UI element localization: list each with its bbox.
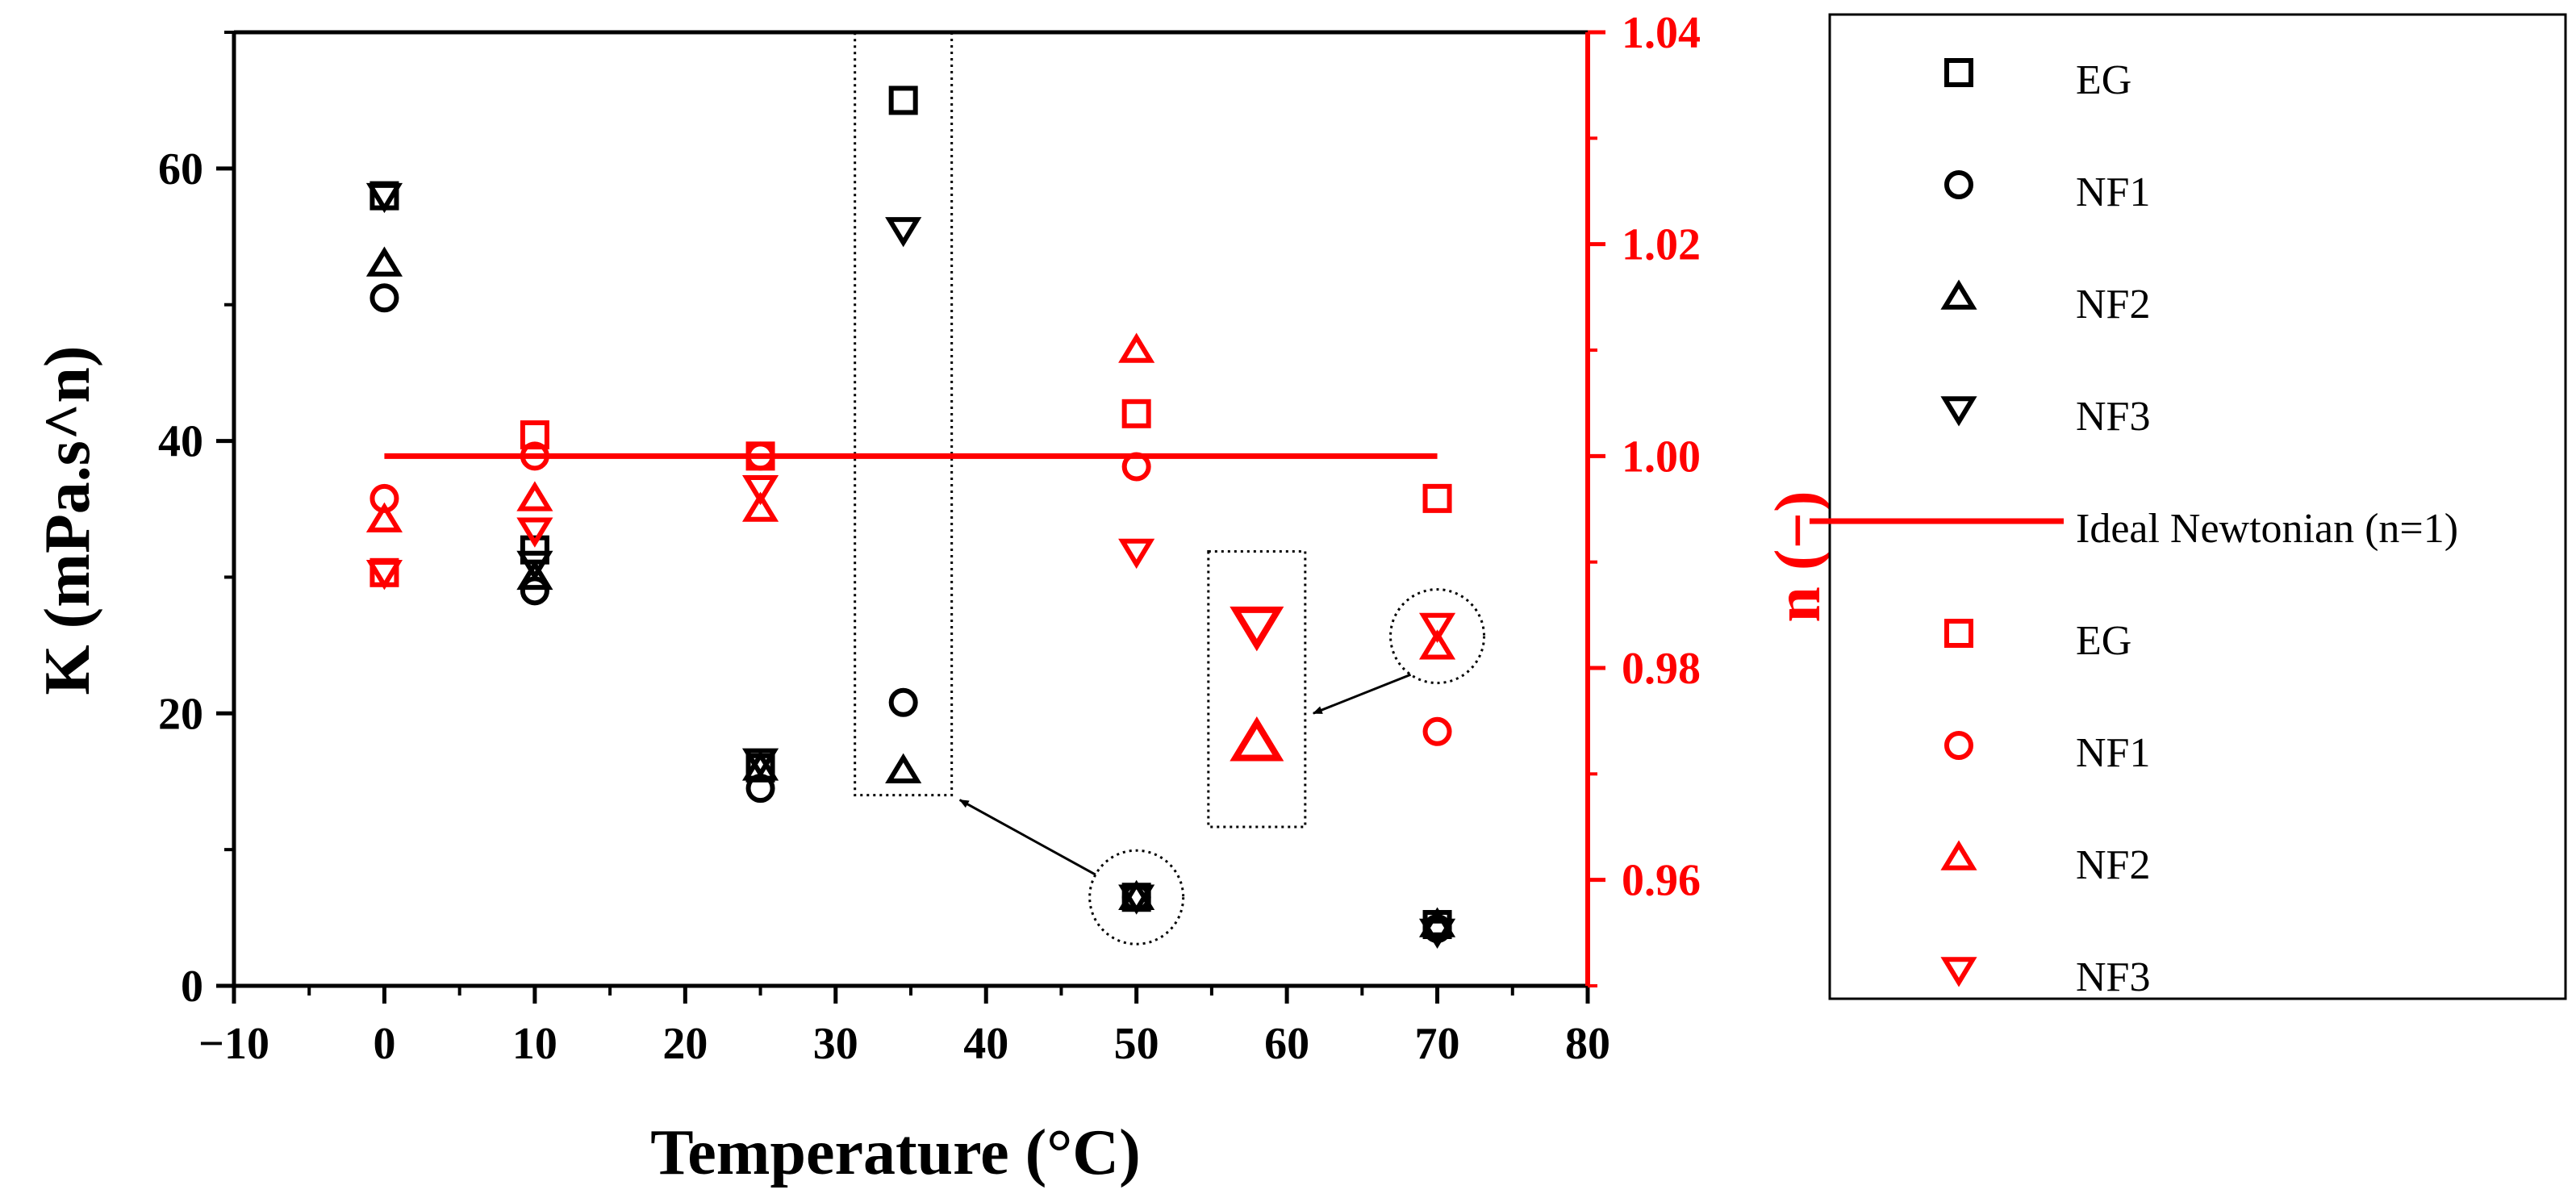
y-left-tick-label: 20 <box>158 689 203 739</box>
y-right-axis-title: n (−) <box>1763 490 1834 622</box>
legend-nf3-label: NF3 <box>2076 394 2150 440</box>
legend-eg-swatch <box>1944 619 1973 648</box>
x-tick-label: 70 <box>1415 1019 1460 1069</box>
y-right-tick-label: 0.96 <box>1622 856 1701 906</box>
zoom-annotations <box>854 31 1486 945</box>
legend-nf1-swatch <box>1944 170 1973 199</box>
n-nf2-point <box>1118 332 1155 363</box>
k-nf3-point <box>1118 884 1155 915</box>
axis-ticks <box>216 30 1605 1004</box>
n-nf3-point <box>741 474 779 506</box>
x-tick-label: 30 <box>813 1019 858 1069</box>
k-nf1-point <box>888 687 918 717</box>
y-left-axis-title: K (mPa.s^n) <box>32 345 103 695</box>
n-nf3-point <box>516 517 553 548</box>
n-nf2-point <box>741 491 779 522</box>
zoom-inset-box <box>1207 550 1307 829</box>
plot-frame <box>232 30 1590 988</box>
k-nf3-point <box>365 182 403 214</box>
n-nf1-point <box>745 441 775 471</box>
zoom-source-circle <box>1389 588 1486 685</box>
zoom-inset-box <box>854 31 954 797</box>
legend-eg-label: EG <box>2076 618 2131 664</box>
legend-nf1-swatch <box>1944 731 1973 760</box>
x-tick-label: 20 <box>662 1019 708 1069</box>
n-eg-point <box>520 420 549 450</box>
zoom-arrow <box>958 799 1096 876</box>
n-nf3-point <box>365 560 403 591</box>
y-left-tick-labels: 0 20 40 60 <box>158 144 203 1012</box>
y-left-tick-label: 0 <box>181 962 203 1012</box>
legend-nf3-label: NF3 <box>2076 954 2150 1000</box>
legend: EG NF1 NF2 NF3 Ideal Newtonian (n=1) EG NF1 NF2… <box>1810 13 2567 1000</box>
n-nf2-point <box>365 502 403 532</box>
legend-eg-swatch <box>1944 58 1973 87</box>
x-tick-label: 80 <box>1565 1019 1610 1069</box>
k-nf1-point <box>369 283 399 313</box>
legend-nf3-swatch <box>1940 396 1977 427</box>
k-nf3-point <box>885 217 922 248</box>
x-tick-label: 60 <box>1264 1019 1309 1069</box>
n-nf3-point <box>1418 612 1456 644</box>
n-nf1-point <box>1121 452 1151 482</box>
x-tick-label: 50 <box>1114 1019 1159 1069</box>
y-right-tick-label: 1.00 <box>1622 432 1701 482</box>
legend-eg-label: EG <box>2076 57 2131 103</box>
zoom-source-circle <box>1088 849 1185 945</box>
k-nf2-point <box>516 559 553 591</box>
legend-nf1-label: NF1 <box>2076 730 2150 776</box>
x-tick-label: 10 <box>512 1019 557 1069</box>
y-right-tick-label: 1.04 <box>1622 8 1701 58</box>
y-right-tick-labels: 0.96 0.98 1.00 1.02 1.04 <box>1622 8 1701 906</box>
n-nf1-point <box>520 441 549 471</box>
x-axis-title: Temperature (°C) <box>650 1117 1140 1188</box>
n-nf2-point <box>516 481 553 511</box>
k-nf2-point <box>365 246 403 277</box>
legend-box <box>1828 13 2567 1000</box>
n-nf3-point <box>1118 538 1155 570</box>
legend-nf3-swatch <box>1940 957 1977 987</box>
legend-ideal-newtonian-n-1-label: Ideal Newtonian (n=1) <box>2076 506 2458 552</box>
y-right-tick-label: 1.02 <box>1622 220 1701 270</box>
series-layer <box>365 86 1456 950</box>
legend-nf2-swatch <box>1940 840 1977 870</box>
n-nf2-point <box>1418 629 1456 660</box>
k-nf3-point <box>516 550 553 582</box>
y-right-tick-label: 0.98 <box>1622 644 1701 694</box>
k-nf3-point <box>741 748 779 778</box>
x-tick-label: 0 <box>373 1019 395 1069</box>
legend-nf1-label: NF1 <box>2076 169 2150 215</box>
n-eg-point <box>1422 483 1452 513</box>
k-nf2-point <box>885 753 922 783</box>
legend-nf2-label: NF2 <box>2076 842 2150 888</box>
zoom-arrow <box>1312 673 1412 715</box>
k-eg-point <box>888 86 918 115</box>
x-tick-label: −10 <box>198 1019 269 1069</box>
legend-nf2-swatch <box>1940 279 1977 310</box>
y-left-tick-label: 60 <box>158 144 203 194</box>
x-tick-labels: −10 0 10 20 30 40 50 60 70 80 <box>198 1019 1610 1069</box>
y-left-tick-label: 40 <box>158 417 203 467</box>
n-nf2-point <box>1230 716 1284 762</box>
n-eg-point <box>1121 399 1151 428</box>
k-nf3-point <box>1418 918 1456 950</box>
legend-nf2-label: NF2 <box>2076 282 2150 328</box>
n-nf1-point <box>1422 716 1452 746</box>
n-nf3-point <box>1230 606 1284 652</box>
x-tick-label: 40 <box>963 1019 1008 1069</box>
